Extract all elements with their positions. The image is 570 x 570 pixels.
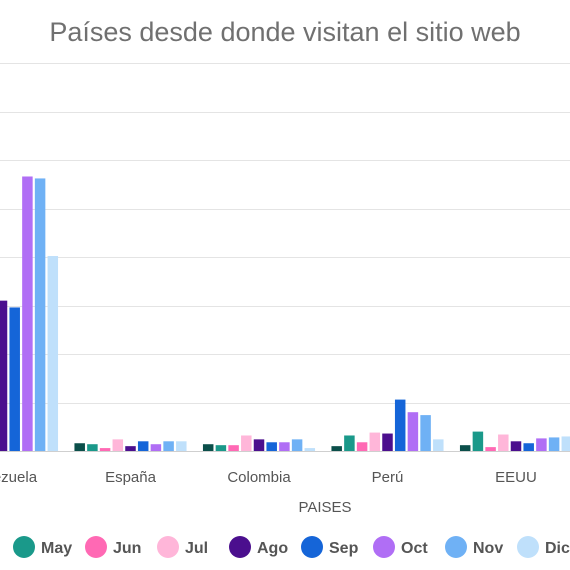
bar-may-1	[87, 444, 98, 451]
bar-nov-4	[548, 437, 560, 451]
legend-swatch	[13, 536, 35, 558]
legend-swatch	[517, 536, 539, 558]
bar-may-3	[344, 435, 355, 451]
legend-label: Jun	[113, 540, 141, 557]
gridlines	[0, 63, 570, 404]
legend-swatch	[229, 536, 251, 558]
bar-oct-1	[150, 444, 162, 451]
bar-jun-1	[99, 448, 111, 451]
legend-label: Ago	[257, 540, 288, 557]
legend-item-dic[interactable]: Dic	[517, 536, 570, 558]
category-label: EEUU	[495, 469, 537, 486]
x-axis-title: PAISES	[298, 499, 351, 516]
bar-oct-4	[536, 438, 547, 451]
category-label: Colombia	[227, 469, 291, 486]
bar-nov-2	[291, 439, 303, 451]
bar-dic-2	[304, 448, 316, 451]
bar-ago-2	[253, 439, 265, 451]
bar-jun-4	[485, 447, 496, 451]
bar-oct-3	[407, 412, 419, 451]
bar-dic-4	[561, 436, 570, 451]
legend-item-sep[interactable]: Sep	[301, 536, 359, 558]
legend-label: Nov	[473, 540, 503, 557]
legend-label: Oct	[401, 540, 428, 557]
bar-ago-3	[382, 433, 393, 451]
category-label: España	[105, 469, 157, 486]
chart-title: Países desde donde visitan el sitio web	[49, 17, 520, 47]
bar-oct-0	[22, 176, 33, 452]
bar-nov-0	[34, 178, 46, 451]
bars	[0, 176, 570, 452]
category-label: Venezuela	[0, 469, 38, 486]
bar-dic-1	[176, 441, 187, 451]
bar-sep-1	[137, 441, 149, 451]
bar-jul-1	[112, 439, 124, 451]
bar-ago-0	[0, 300, 8, 451]
bar-ago-4	[510, 441, 522, 451]
bar-jul-3	[369, 432, 381, 451]
bar-dic-3	[433, 439, 444, 451]
bar-may-2	[215, 445, 227, 451]
legend: AbrMayJunJulAgoSepOctNovDic	[13, 536, 570, 558]
bar-sep-4	[523, 443, 534, 451]
bar-jul-4	[498, 434, 509, 451]
bar-abr-3	[331, 446, 342, 451]
legend-swatch	[373, 536, 395, 558]
legend-swatch	[445, 536, 467, 558]
category-label: Perú	[372, 469, 404, 486]
category-labels: Venezuela España Colombia Perú EEUU	[0, 469, 537, 486]
legend-item-oct[interactable]: Oct	[373, 536, 428, 558]
bar-sep-3	[394, 399, 406, 451]
legend-label: Dic	[545, 540, 570, 557]
bar-jun-3	[356, 442, 368, 451]
bar-jul-2	[241, 435, 252, 451]
bar-oct-2	[279, 442, 290, 451]
bar-jun-2	[228, 445, 239, 451]
bar-abr-1	[74, 443, 85, 451]
legend-item-may[interactable]: May	[13, 536, 72, 558]
legend-swatch	[157, 536, 179, 558]
legend-label: May	[41, 540, 72, 557]
legend-label: Sep	[329, 540, 359, 557]
bar-abr-4	[459, 445, 471, 451]
bar-sep-0	[9, 307, 20, 451]
legend-swatch	[301, 536, 323, 558]
legend-label: Jul	[185, 540, 208, 557]
legend-item-nov[interactable]: Nov	[445, 536, 503, 558]
legend-item-ago[interactable]: Ago	[229, 536, 288, 558]
legend-item-jun[interactable]: Jun	[85, 536, 141, 558]
bar-sep-2	[266, 442, 277, 451]
legend-swatch	[85, 536, 107, 558]
bar-nov-1	[163, 441, 174, 451]
bar-abr-2	[202, 444, 214, 451]
bar-nov-3	[420, 415, 431, 451]
bar-ago-1	[125, 446, 136, 451]
legend-item-jul[interactable]: Jul	[157, 536, 208, 558]
bar-dic-0	[47, 256, 59, 451]
bar-may-4	[472, 431, 484, 451]
